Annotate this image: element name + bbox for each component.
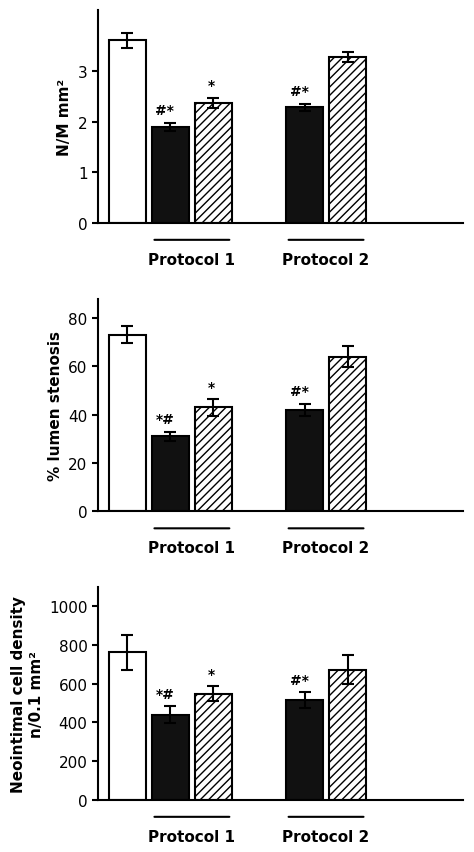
Text: Protocol 1: Protocol 1 xyxy=(148,540,236,556)
Y-axis label: % lumen stenosis: % lumen stenosis xyxy=(47,331,63,481)
Bar xyxy=(329,58,366,223)
Bar xyxy=(109,653,146,800)
Bar xyxy=(152,715,189,800)
Text: *: * xyxy=(208,79,215,94)
Y-axis label: Neointimal cell density
n/0.1 mm²: Neointimal cell density n/0.1 mm² xyxy=(11,596,44,792)
Text: Protocol 2: Protocol 2 xyxy=(283,540,370,556)
Bar xyxy=(286,411,323,512)
Text: #*: #* xyxy=(290,385,309,399)
Text: #*: #* xyxy=(290,673,309,687)
Text: Protocol 2: Protocol 2 xyxy=(283,828,370,843)
Y-axis label: N/M mm²: N/M mm² xyxy=(57,78,72,156)
Bar xyxy=(109,336,146,512)
Text: *#: *# xyxy=(155,687,174,701)
Bar xyxy=(152,128,189,223)
Text: #*: #* xyxy=(155,104,174,118)
Bar xyxy=(152,437,189,512)
Bar xyxy=(194,408,232,512)
Text: Protocol 1: Protocol 1 xyxy=(148,828,236,843)
Text: Protocol 2: Protocol 2 xyxy=(283,252,370,268)
Bar xyxy=(194,694,232,800)
Bar xyxy=(329,670,366,800)
Text: *#: *# xyxy=(155,412,174,427)
Text: *: * xyxy=(208,667,215,682)
Bar xyxy=(286,700,323,800)
Bar xyxy=(194,104,232,223)
Bar xyxy=(109,42,146,223)
Bar xyxy=(286,108,323,223)
Bar xyxy=(329,357,366,512)
Text: #*: #* xyxy=(290,85,309,100)
Text: *: * xyxy=(208,380,215,394)
Text: Protocol 1: Protocol 1 xyxy=(148,252,236,268)
